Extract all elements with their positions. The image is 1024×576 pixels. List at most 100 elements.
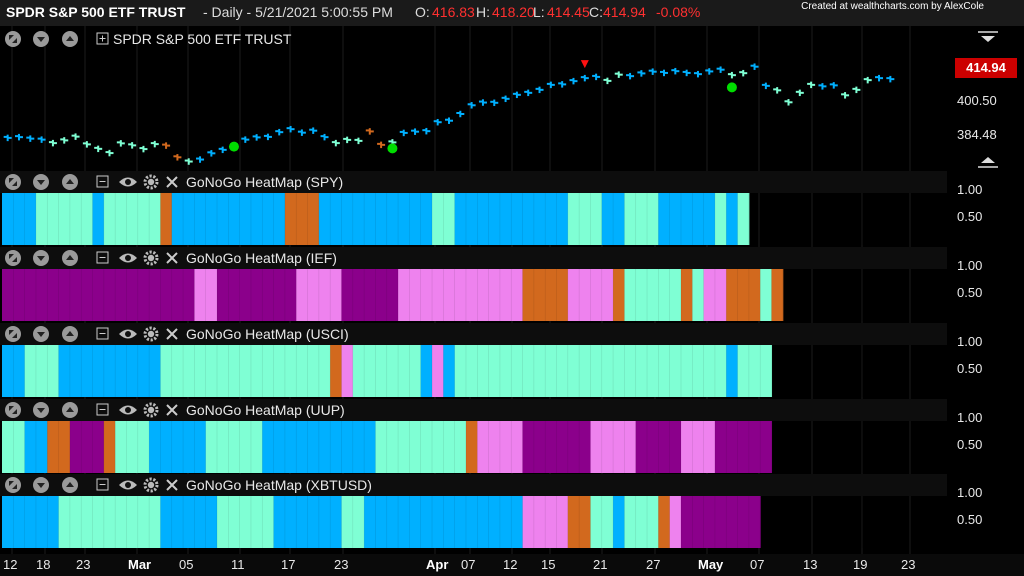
price-bar bbox=[660, 69, 669, 77]
heatmap-segment bbox=[726, 268, 761, 321]
price-axis[interactable] bbox=[947, 26, 1024, 554]
price-bar bbox=[807, 81, 816, 89]
collapse-icon[interactable] bbox=[96, 32, 110, 46]
gear-icon[interactable] bbox=[143, 250, 159, 266]
price-bar bbox=[875, 74, 884, 82]
expand-icon[interactable] bbox=[5, 174, 21, 190]
chart-canvas[interactable] bbox=[0, 26, 947, 554]
eye-icon[interactable] bbox=[118, 478, 138, 492]
close-icon[interactable] bbox=[165, 175, 179, 189]
price-bar bbox=[784, 99, 793, 106]
close-icon[interactable] bbox=[165, 327, 179, 341]
collapse-icon[interactable] bbox=[96, 251, 110, 265]
heatmap-pane-header: GoNoGo HeatMap (XBTUSD) bbox=[0, 474, 947, 496]
heatmap-segment bbox=[680, 420, 716, 473]
price-bar bbox=[671, 67, 680, 75]
price-bar bbox=[829, 82, 838, 89]
heatmap-segment bbox=[680, 495, 761, 548]
heatmap-pane-header: GoNoGo HeatMap (IEF) bbox=[0, 247, 947, 269]
eye-icon[interactable] bbox=[118, 175, 138, 189]
axis-scale-up-icon[interactable] bbox=[975, 30, 1001, 44]
heatmap-segment bbox=[726, 192, 739, 245]
chevron-down-icon[interactable] bbox=[33, 31, 49, 47]
heatmap-segment bbox=[590, 420, 637, 473]
expand-icon[interactable] bbox=[5, 402, 21, 418]
date-axis-label: 21 bbox=[593, 557, 608, 572]
heatmap-pane-header: GoNoGo HeatMap (SPY) bbox=[0, 171, 947, 193]
price-bar bbox=[150, 140, 159, 148]
chevron-up-icon[interactable] bbox=[62, 250, 78, 266]
gear-icon[interactable] bbox=[143, 326, 159, 342]
collapse-icon[interactable] bbox=[96, 327, 110, 341]
heatmap-segment bbox=[680, 268, 693, 321]
close-icon[interactable] bbox=[165, 478, 179, 492]
gear-icon[interactable] bbox=[143, 174, 159, 190]
eye-icon[interactable] bbox=[118, 251, 138, 265]
collapse-icon[interactable] bbox=[96, 478, 110, 492]
date-axis[interactable]: 12 18 23 Mar 05 11 17 23 Apr 07 12 15 21 27 May 07 13 19 2… bbox=[0, 554, 1024, 576]
collapse-icon[interactable] bbox=[96, 403, 110, 417]
heatmap-segment bbox=[760, 268, 773, 321]
expand-icon[interactable] bbox=[5, 250, 21, 266]
chevron-down-icon[interactable] bbox=[33, 250, 49, 266]
price-bar bbox=[343, 136, 352, 144]
price-bar bbox=[524, 89, 533, 97]
close-icon[interactable] bbox=[165, 403, 179, 417]
heatmap-segment bbox=[296, 268, 342, 321]
price-bar bbox=[490, 99, 499, 107]
axis-scale-down-icon[interactable] bbox=[975, 155, 1001, 169]
price-bar bbox=[512, 91, 521, 99]
chevron-down-icon[interactable] bbox=[33, 174, 49, 190]
date-axis-label: Mar bbox=[128, 557, 152, 572]
heatmap-segment bbox=[714, 420, 773, 473]
date-axis-label: 23 bbox=[334, 557, 349, 572]
price-bar bbox=[218, 146, 227, 154]
heatmap-segment bbox=[149, 420, 207, 473]
chevron-down-icon[interactable] bbox=[33, 402, 49, 418]
eye-icon[interactable] bbox=[118, 327, 138, 341]
go-signal-dot bbox=[726, 82, 737, 93]
chevron-up-icon[interactable] bbox=[62, 477, 78, 493]
chevron-up-icon[interactable] bbox=[62, 174, 78, 190]
expand-icon[interactable] bbox=[5, 326, 21, 342]
price-bar bbox=[852, 86, 861, 94]
price-bar bbox=[331, 139, 340, 147]
expand-icon[interactable] bbox=[5, 477, 21, 493]
heatmap-segment bbox=[115, 420, 150, 473]
price-bar bbox=[773, 87, 782, 94]
collapse-icon[interactable] bbox=[96, 175, 110, 189]
heatmap-segment bbox=[522, 420, 591, 473]
chevron-down-icon[interactable] bbox=[33, 477, 49, 493]
heatmap-pane-header: GoNoGo HeatMap (UUP) bbox=[0, 399, 947, 421]
price-axis-label: 384.48 bbox=[957, 127, 997, 142]
chevron-up-icon[interactable] bbox=[62, 31, 78, 47]
price-bar bbox=[682, 69, 691, 77]
heatmap-segment bbox=[726, 344, 739, 397]
heatmap-segment bbox=[35, 192, 94, 245]
price-bar bbox=[3, 134, 12, 142]
heatmap-pane bbox=[2, 192, 885, 245]
chevron-up-icon[interactable] bbox=[62, 402, 78, 418]
gear-icon[interactable] bbox=[143, 477, 159, 493]
heatmap-segment bbox=[330, 344, 342, 397]
chevron-down-icon[interactable] bbox=[33, 326, 49, 342]
price-bar bbox=[863, 76, 872, 84]
heatmap-segment bbox=[47, 420, 71, 473]
heatmap-axis-label: 1.00 bbox=[957, 182, 983, 197]
heatmap-segment bbox=[2, 344, 26, 397]
eye-icon[interactable] bbox=[118, 403, 138, 417]
price-bar bbox=[411, 128, 420, 135]
gear-icon[interactable] bbox=[143, 402, 159, 418]
close-label: C: bbox=[589, 4, 603, 20]
price-bar bbox=[422, 127, 431, 135]
close-icon[interactable] bbox=[165, 251, 179, 265]
chevron-up-icon[interactable] bbox=[62, 326, 78, 342]
price-pane-title: SPDR S&P 500 ETF TRUST bbox=[113, 31, 292, 47]
price-bar bbox=[354, 137, 363, 145]
heatmap-segment bbox=[2, 495, 60, 548]
heatmap-pane-title: GoNoGo HeatMap (USCI) bbox=[186, 326, 349, 342]
price-bar bbox=[727, 71, 736, 79]
price-bar bbox=[60, 137, 69, 144]
signal-markers bbox=[228, 60, 737, 154]
expand-icon[interactable] bbox=[5, 31, 21, 47]
